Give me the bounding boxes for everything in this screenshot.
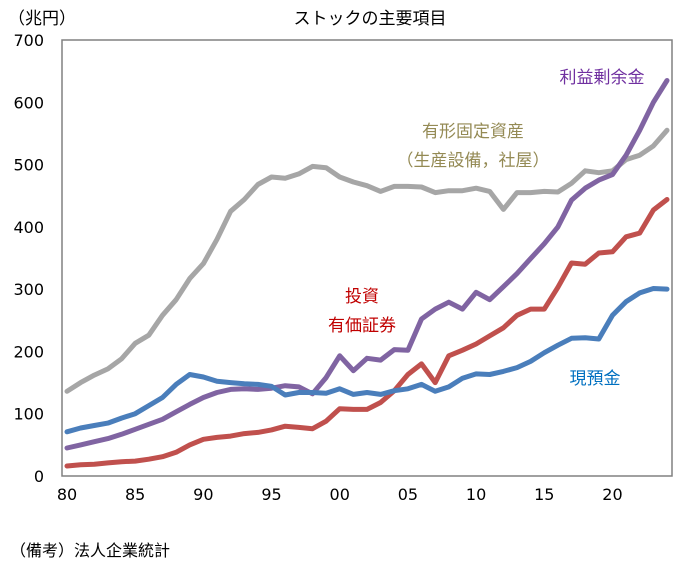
y-tick-label: 0 bbox=[34, 467, 44, 486]
series-line-tangible-assets bbox=[64, 127, 670, 394]
series-line-securities bbox=[64, 197, 670, 469]
plot-frame bbox=[61, 39, 673, 477]
x-tick-label: 85 bbox=[125, 485, 145, 504]
y-tick-label: 100 bbox=[13, 405, 44, 424]
x-tick-label: 05 bbox=[398, 485, 418, 504]
y-tick-label: 400 bbox=[13, 218, 44, 237]
y-tick-label: 300 bbox=[13, 280, 44, 299]
x-tick-label: 10 bbox=[466, 485, 486, 504]
series-label-retained-earnings: 利益剰余金 bbox=[560, 68, 645, 88]
y-tick-label: 600 bbox=[13, 93, 44, 112]
source-note: （備考）法人企業統計 bbox=[10, 541, 170, 560]
series-label-cash: 現預金 bbox=[570, 369, 621, 389]
x-tick-label: 00 bbox=[330, 485, 350, 504]
y-tick-label: 500 bbox=[13, 156, 44, 175]
x-tick-label: 90 bbox=[193, 485, 213, 504]
series-label-tangible-assets: 有形固定資産 bbox=[422, 122, 524, 142]
series-line-cash bbox=[64, 286, 670, 435]
series-line-retained-earnings bbox=[64, 78, 670, 451]
x-tick-label: 95 bbox=[261, 485, 281, 504]
series-label-tangible-assets-sub: （生産設備，社屋） bbox=[397, 151, 550, 171]
series-label-securities: 投資 bbox=[345, 287, 379, 307]
x-tick-label: 20 bbox=[602, 485, 622, 504]
x-tick-label: 15 bbox=[534, 485, 554, 504]
y-axis-unit: （兆円） bbox=[8, 9, 76, 29]
y-tick-label: 200 bbox=[13, 342, 44, 361]
chart-title: ストックの主要項目 bbox=[294, 9, 447, 29]
series-label-securities-sub: 有価証券 bbox=[328, 316, 396, 336]
x-tick-label: 80 bbox=[57, 485, 77, 504]
y-tick-label: 700 bbox=[13, 31, 44, 50]
